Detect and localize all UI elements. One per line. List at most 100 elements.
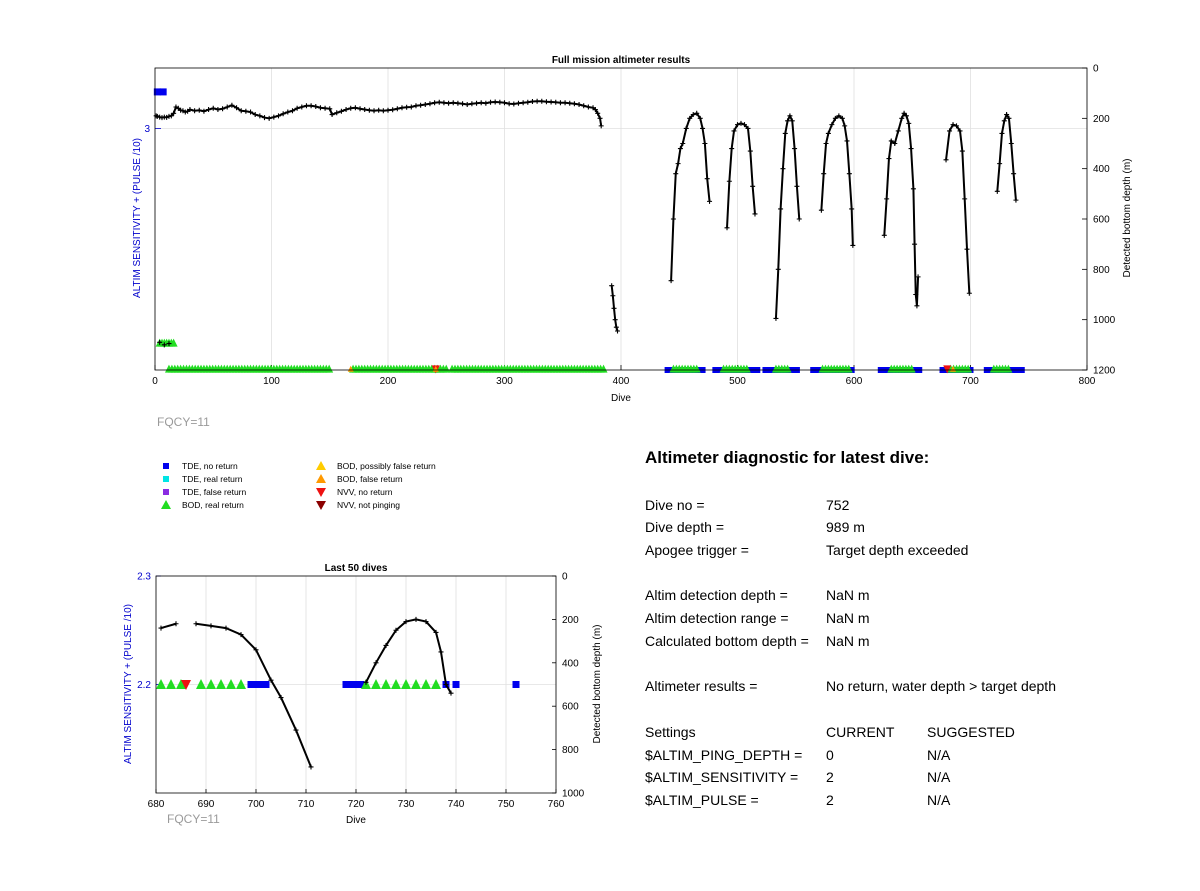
setting-suggested: N/A bbox=[927, 769, 951, 785]
depth-point-marker bbox=[943, 157, 949, 163]
top-chart-grid bbox=[154, 68, 1088, 370]
depth-series-line bbox=[195, 622, 312, 768]
bod-real-return-marker bbox=[166, 679, 176, 689]
diag-label: Altimeter results = bbox=[645, 678, 758, 694]
depth-point-marker bbox=[206, 107, 212, 113]
depth-point-marker bbox=[432, 100, 438, 106]
depth-point-marker bbox=[464, 101, 470, 107]
legend-item-bod-real-return: BOD, real return bbox=[160, 499, 244, 511]
y-right-tick-label: 600 bbox=[1093, 215, 1110, 226]
depth-point-marker bbox=[238, 632, 244, 638]
depth-point-marker bbox=[670, 216, 676, 222]
depth-point-marker bbox=[567, 100, 573, 106]
depth-point-marker bbox=[792, 146, 798, 152]
diag-label: Apogee trigger = bbox=[645, 542, 749, 558]
bod-real-return-marker bbox=[1004, 364, 1013, 373]
depth-point-marker bbox=[557, 100, 563, 106]
depth-point-marker bbox=[164, 114, 170, 120]
depth-point-marker bbox=[675, 161, 681, 167]
depth-point-marker bbox=[492, 99, 498, 105]
depth-point-marker bbox=[446, 100, 452, 106]
full-mission-chart: Full mission altimeter results Dive ALTI… bbox=[132, 55, 1133, 404]
depth-point-marker bbox=[773, 315, 779, 321]
depth-point-marker bbox=[525, 99, 531, 105]
depth-point-marker bbox=[423, 619, 429, 625]
depth-point-marker bbox=[394, 106, 400, 112]
bod-real-return-marker bbox=[325, 364, 334, 373]
setting-current: 0 bbox=[826, 747, 834, 763]
legend-item-nvv-no-return: NVV, no return bbox=[315, 486, 392, 498]
depth-point-marker bbox=[780, 166, 786, 172]
bod-real-return-marker bbox=[692, 364, 701, 373]
depth-point-marker bbox=[957, 128, 963, 134]
depth-point-marker bbox=[906, 120, 912, 126]
legend-item-tde-false-return: TDE, false return bbox=[160, 486, 246, 498]
bottom-chart-frame bbox=[155, 575, 557, 794]
depth-point-marker bbox=[371, 108, 377, 114]
depth-point-marker bbox=[455, 100, 461, 106]
depth-point-marker bbox=[154, 113, 160, 119]
depth-point-marker bbox=[303, 103, 309, 109]
legend-triangle-down-icon bbox=[315, 486, 327, 498]
tde-no-return-marker bbox=[252, 681, 260, 688]
depth-point-marker bbox=[443, 682, 449, 687]
depth-point-marker bbox=[497, 99, 503, 105]
depth-series-line bbox=[160, 622, 177, 630]
depth-point-marker bbox=[469, 101, 475, 107]
depth-point-marker bbox=[553, 99, 559, 105]
depth-point-marker bbox=[884, 196, 890, 202]
depth-point-marker bbox=[268, 677, 274, 683]
depth-point-marker bbox=[511, 101, 517, 107]
depth-point-marker bbox=[912, 241, 918, 247]
depth-point-marker bbox=[215, 107, 221, 113]
depth-point-marker bbox=[789, 118, 795, 124]
x-tick-label: 730 bbox=[398, 799, 415, 810]
setting-name: $ALTIM_PULSE = bbox=[645, 792, 759, 808]
depth-point-marker bbox=[738, 120, 744, 126]
top-chart-ylabel-right: Detected bottom depth (m) bbox=[1122, 159, 1133, 278]
depth-point-marker bbox=[1013, 197, 1019, 203]
depth-point-marker bbox=[161, 342, 167, 348]
depth-point-marker bbox=[609, 283, 615, 289]
depth-point-marker bbox=[308, 103, 314, 109]
depth-point-marker bbox=[673, 171, 679, 177]
depth-point-marker bbox=[427, 101, 433, 107]
depth-series-line bbox=[155, 100, 603, 127]
diag-label: Altim detection depth = bbox=[645, 587, 788, 603]
depth-point-marker bbox=[613, 324, 619, 330]
bod-real-return-marker bbox=[442, 364, 451, 373]
depth-point-marker bbox=[262, 115, 268, 121]
depth-point-marker bbox=[352, 105, 358, 111]
depth-point-marker bbox=[182, 109, 188, 115]
x-tick-label: 500 bbox=[729, 376, 746, 387]
bod-real-return-marker bbox=[371, 679, 381, 689]
depth-point-marker bbox=[964, 246, 970, 252]
tde-no-return-marker bbox=[347, 681, 355, 688]
y-right-tick-label: 200 bbox=[1093, 114, 1110, 125]
depth-point-marker bbox=[821, 171, 827, 177]
depth-point-marker bbox=[829, 122, 835, 128]
diag-label: Dive depth = bbox=[645, 519, 724, 535]
depth-point-marker bbox=[750, 183, 756, 189]
depth-point-marker bbox=[741, 122, 747, 128]
tde-no-return-marker bbox=[342, 681, 350, 688]
x-tick-label: 740 bbox=[448, 799, 465, 810]
depth-point-marker bbox=[157, 339, 163, 345]
top-chart-ylabel-left: ALTIM SENSITIVITY + (PULSE /10) bbox=[132, 138, 143, 298]
depth-series-line bbox=[996, 112, 1017, 201]
depth-point-marker bbox=[238, 108, 244, 114]
depth-point-marker bbox=[832, 115, 838, 121]
x-tick-label: 690 bbox=[198, 799, 215, 810]
depth-point-marker bbox=[252, 112, 258, 118]
depth-point-marker bbox=[966, 290, 972, 296]
tde-no-return-marker bbox=[247, 681, 255, 688]
depth-point-marker bbox=[399, 105, 405, 111]
y-right-tick-label: 0 bbox=[562, 572, 568, 583]
depth-point-marker bbox=[224, 104, 230, 110]
depth-point-marker bbox=[888, 138, 894, 144]
depth-point-marker bbox=[1001, 118, 1007, 124]
depth-point-marker bbox=[836, 113, 842, 119]
depth-point-marker bbox=[994, 188, 1000, 194]
depth-point-marker bbox=[842, 123, 848, 129]
diag-value: No return, water depth > target depth bbox=[826, 678, 1056, 694]
